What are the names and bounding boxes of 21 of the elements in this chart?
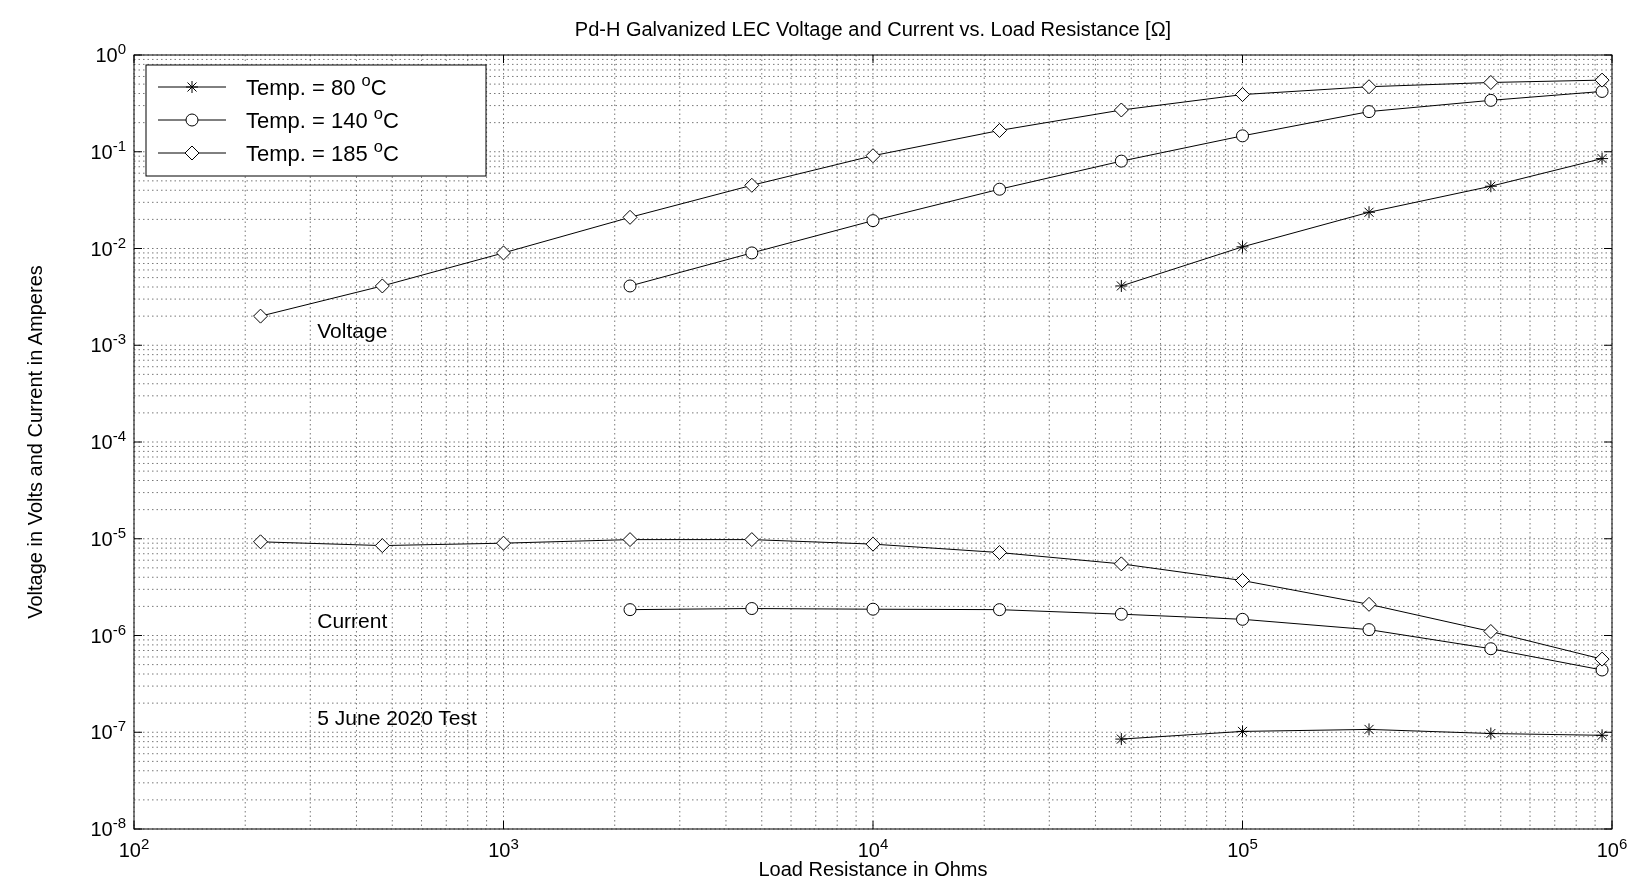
y-tick-label: 10$^{-4}$ (90, 426, 126, 453)
annotation: 5 June 2020 Test (317, 705, 478, 729)
x-tick-label: 10$^{3}$ (488, 834, 519, 861)
annotation: Current (317, 608, 388, 632)
legend-label: Temp. = 185 $^{o}$C (246, 137, 399, 166)
x-tick-label: 10$^{5}$ (1227, 834, 1258, 861)
legend-label: Temp. = 80 $^{o}$C (246, 71, 387, 100)
x-tick-label: 10$^{4}$ (857, 834, 889, 861)
x-tick-label: 10$^{6}$ (1596, 834, 1628, 861)
y-tick-label: 10$^{-7}$ (90, 716, 126, 744)
chart-title: Pd-H Galvanized LEC Voltage and Current vs. Load Resistance [Ω] (574, 18, 1172, 40)
legend-label: Temp. = 140 $^{o}$C (246, 104, 399, 133)
y-tick-label: 10$^{-2}$ (90, 233, 126, 260)
x-axis-title: Load Resistance in Ohms (758, 858, 988, 880)
y-tick-label: 10$^{0}$ (95, 39, 126, 66)
y-tick-label: 10$^{-3}$ (90, 329, 126, 357)
annotation: Voltage (317, 318, 388, 342)
y-axis-title: Voltage in Volts and Current in Amperes (24, 265, 46, 619)
y-tick-label: 10$^{-6}$ (90, 620, 126, 647)
y-tick-label: 10$^{-1}$ (90, 136, 126, 163)
y-tick-label: 10$^{-5}$ (90, 523, 126, 550)
